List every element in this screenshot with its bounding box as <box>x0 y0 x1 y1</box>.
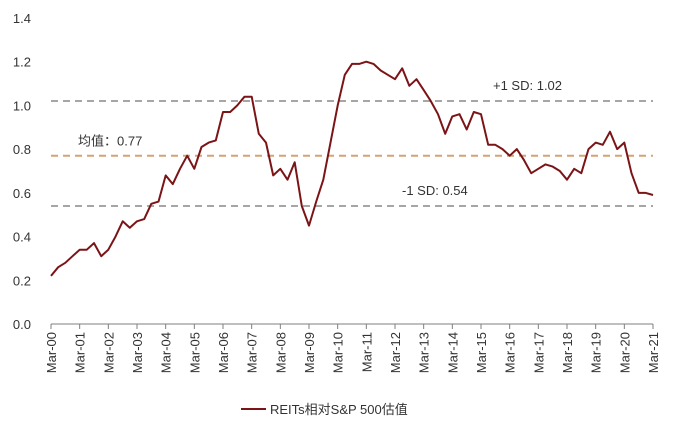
series-line-0 <box>50 60 654 277</box>
x-tick-label: Mar-17 <box>531 332 546 373</box>
x-tick-label: Mar-01 <box>73 332 88 373</box>
x-tick-label: Mar-15 <box>474 332 489 373</box>
x-tick-label: Mar-18 <box>560 332 575 373</box>
legend-label: REITs相对S&P 500估值 <box>270 402 408 417</box>
x-axis: Mar-00 Mar-01 Mar-02 Mar-03 Mar-04 Mar-05 Mar-… <box>44 323 661 373</box>
x-tick-label: Mar-09 <box>302 332 317 373</box>
y-axis-tick-labels: 0.0 0.2 0.4 0.6 0.8 1.0 1.2 1.4 <box>13 11 31 332</box>
x-tick-label: Mar-02 <box>101 332 116 373</box>
x-tick-label: Mar-12 <box>388 332 403 373</box>
x-tick-label: Mar-03 <box>130 332 145 373</box>
x-tick-label: Mar-04 <box>159 332 174 373</box>
series-lines <box>50 60 654 277</box>
y-tick-label: 0.8 <box>13 142 31 157</box>
y-tick-label: 1.0 <box>13 98 31 113</box>
y-tick-label: 0.6 <box>13 186 31 201</box>
y-tick-label: 0.4 <box>13 230 31 245</box>
reference-label-plus1sd: +1 SD: 1.02 <box>493 78 562 93</box>
y-tick-label: 0.2 <box>13 273 31 288</box>
reference-label-mean: 均值：0.77 <box>78 134 142 149</box>
x-tick-label: Mar-21 <box>646 332 661 373</box>
y-tick-label: 1.2 <box>13 55 31 70</box>
reference-lines: +1 SD: 1.02 均值：0.77 -1 SD: 0.54 <box>51 78 653 207</box>
x-tick-label: Mar-08 <box>273 332 288 373</box>
y-tick-label: 0.0 <box>13 317 31 332</box>
reference-label-minus1sd: -1 SD: 0.54 <box>402 183 468 198</box>
x-tick-label: Mar-14 <box>445 332 460 373</box>
legend: REITs相对S&P 500估值 <box>241 402 408 417</box>
x-tick-label: Mar-16 <box>503 332 518 373</box>
x-tick-label: Mar-06 <box>216 332 231 373</box>
x-tick-label: Mar-20 <box>617 332 632 373</box>
x-tick-label: Mar-19 <box>589 332 604 373</box>
x-tick-label: Mar-10 <box>331 332 346 373</box>
x-tick-label: Mar-05 <box>187 332 202 373</box>
x-tick-label: Mar-13 <box>417 332 432 373</box>
x-tick-label: Mar-00 <box>44 332 59 373</box>
x-tick-label: Mar-07 <box>245 332 260 373</box>
y-tick-label: 1.4 <box>13 11 31 26</box>
x-tick-label: Mar-11 <box>359 332 374 372</box>
